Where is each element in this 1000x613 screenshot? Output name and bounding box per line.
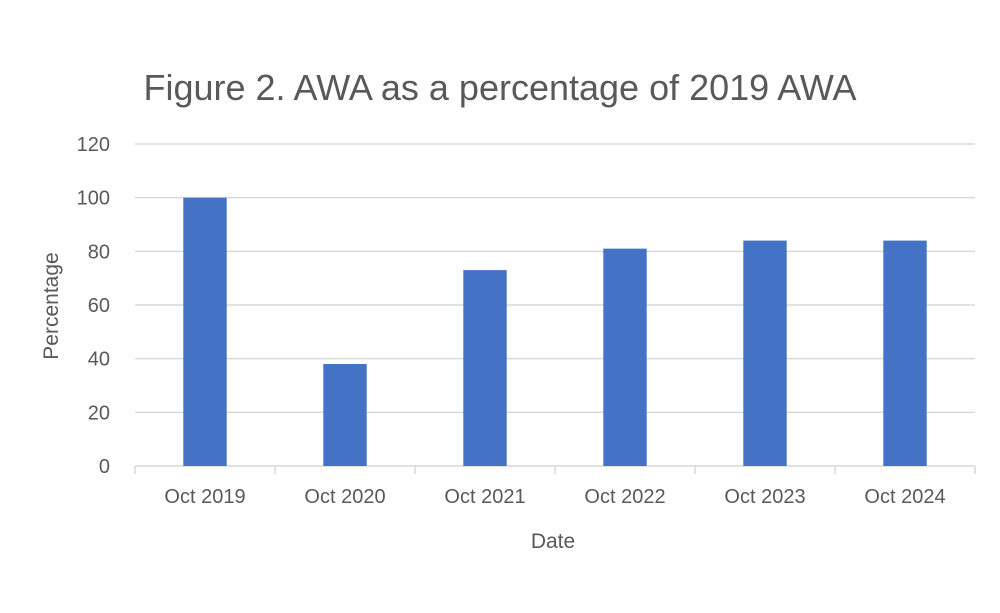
- x-tick-labels: Oct 2019 Oct 2020 Oct 2021 Oct 2022 Oct 2023…: [164, 486, 945, 508]
- axes: [134, 465, 976, 474]
- y-tick-label: 100: [77, 188, 110, 210]
- bar: [883, 240, 927, 466]
- x-tick-label: Oct 2024: [864, 486, 945, 508]
- chart-title: Figure 2. AWA as a percentage of 2019 AW…: [143, 67, 856, 108]
- bar: [463, 270, 507, 466]
- y-tick-label: 0: [99, 456, 110, 478]
- y-tick-label: 120: [77, 134, 110, 156]
- x-tick-label: Oct 2023: [724, 486, 805, 508]
- x-axis-title: Date: [531, 530, 575, 553]
- y-tick-labels: 0 20 40 60 80 100 120: [77, 134, 110, 478]
- bars: [183, 197, 927, 466]
- bar: [743, 240, 787, 466]
- gridlines: [135, 143, 975, 414]
- y-tick-label: 40: [88, 349, 110, 371]
- y-tick-label: 20: [88, 402, 110, 424]
- x-tick-label: Oct 2022: [584, 486, 665, 508]
- y-tick-label: 60: [88, 295, 110, 317]
- bar: [183, 197, 227, 466]
- y-tick-label: 80: [88, 241, 110, 263]
- bar: [323, 364, 367, 466]
- bar: [603, 248, 647, 466]
- y-axis-title: Percentage: [40, 252, 63, 359]
- x-tick-label: Oct 2019: [164, 486, 245, 508]
- x-tick-label: Oct 2021: [444, 486, 525, 508]
- x-tick-label: Oct 2020: [304, 486, 385, 508]
